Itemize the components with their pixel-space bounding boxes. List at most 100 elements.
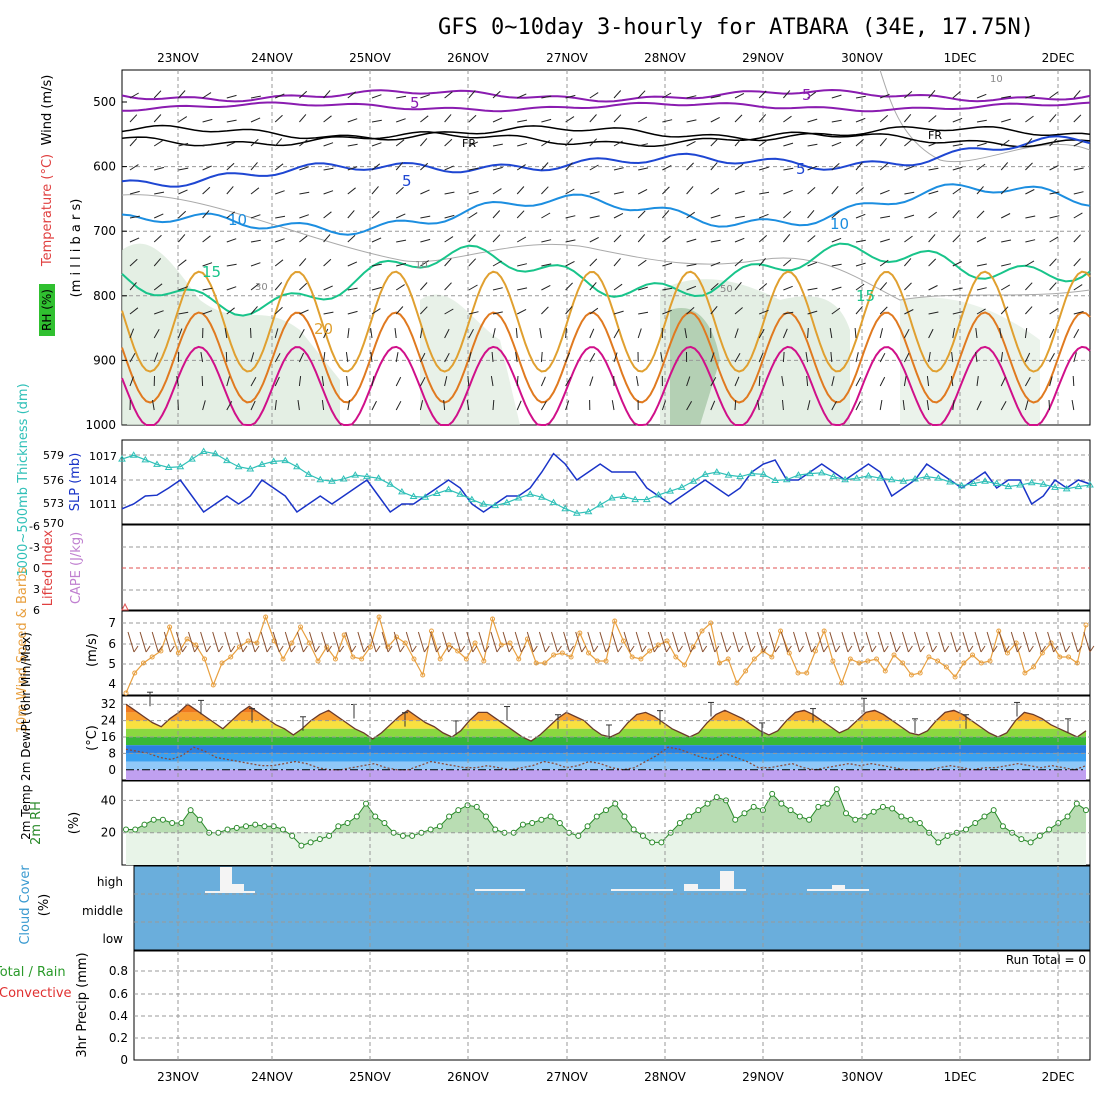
wind-barb: [395, 284, 405, 291]
cloud-level-label: low: [103, 932, 124, 946]
wind-barb: [880, 93, 890, 99]
thickness-marker: [246, 465, 255, 472]
wind-barb: [904, 113, 912, 123]
wind-barb: [1049, 308, 1059, 315]
thickness-marker: [572, 509, 581, 516]
wind-barb: [1047, 631, 1055, 653]
wind-speed-marker: [289, 640, 295, 646]
li-tick-label: -3: [29, 541, 40, 554]
precip-tick-label: 0.2: [109, 1031, 128, 1045]
wind-barb: [1065, 645, 1071, 653]
thickness-marker: [677, 483, 686, 490]
wind-barb: [976, 119, 987, 123]
wind-barb: [605, 645, 611, 653]
wind-barb: [145, 645, 151, 653]
temp-band: [126, 745, 1086, 754]
wind-barb: [226, 376, 230, 387]
wind-barb: [444, 114, 452, 123]
wind10m-axis-label: 10m Wind Speed & Barbs: [15, 567, 30, 734]
wind-barb: [129, 190, 140, 195]
wind-barb: [1073, 212, 1083, 219]
wind-barb: [371, 210, 380, 219]
rh-marker: [944, 832, 951, 839]
wind-barb: [758, 90, 767, 99]
wind-barb: [178, 286, 188, 291]
wind-speed-marker: [411, 656, 417, 662]
rh-marker: [233, 824, 240, 831]
wind-barb: [153, 114, 162, 123]
thickness-marker: [829, 472, 838, 480]
wind-barb: [351, 645, 357, 653]
wind-barb: [744, 631, 752, 653]
wind-barb: [613, 167, 624, 171]
wind-barb: [250, 95, 261, 99]
pressure-tick-label: 600: [93, 160, 116, 174]
wind-barb: [202, 118, 213, 123]
wind-barb: [492, 143, 503, 147]
thickness-tick-label: 573: [43, 497, 64, 510]
wind-barb: [153, 213, 164, 219]
wind-barb: [974, 631, 982, 653]
contour-label: 20: [314, 320, 333, 338]
wind-barb: [879, 137, 887, 147]
pressure-tick-label: 900: [93, 353, 116, 367]
wind-barb: [831, 119, 842, 123]
wind-barb: [759, 213, 769, 219]
wind-barb: [613, 212, 624, 219]
wind-barb: [611, 400, 615, 411]
cloud-cover-bar: [205, 891, 255, 893]
cloud-unit-label: (%): [37, 894, 52, 917]
wind-speed-marker: [664, 638, 670, 644]
wind-barb: [647, 631, 655, 653]
wind-barb: [540, 351, 543, 363]
wind-barb: [780, 631, 788, 653]
wind-barb: [169, 645, 175, 653]
thickness-marker: [689, 477, 698, 484]
wind-barb: [807, 187, 816, 195]
rh-marker: [935, 839, 942, 846]
wind-barb: [345, 352, 349, 363]
wind-barb: [637, 188, 648, 195]
wind-barb: [563, 631, 571, 653]
thickness-marker: [701, 470, 710, 477]
wind-barb: [817, 631, 825, 653]
run-total: Run Total = 0: [1006, 953, 1086, 967]
wind-speed-marker: [1083, 622, 1089, 628]
wind-barb: [686, 186, 694, 195]
thickness-marker: [537, 493, 546, 500]
wind-barb: [224, 328, 228, 339]
thickness-marker: [363, 472, 371, 480]
rh-marker: [741, 810, 748, 817]
wind-barb: [1059, 631, 1067, 653]
wind-barb: [1073, 114, 1082, 123]
wind-barb: [1025, 306, 1033, 315]
wind-barb: [371, 94, 382, 99]
wind-barb: [565, 377, 572, 387]
rh-marker: [1064, 813, 1071, 820]
wind-barb: [420, 189, 430, 195]
rh-marker: [1073, 800, 1080, 807]
rh-marker: [538, 816, 545, 823]
wind-barb: [226, 211, 236, 219]
wind-barb: [226, 186, 234, 195]
wind-barb: [153, 90, 162, 99]
rh-marker: [372, 813, 379, 820]
wind-speed-marker: [594, 658, 600, 664]
wind-barb: [952, 117, 963, 123]
wind-barb: [297, 400, 300, 411]
wind-barb: [950, 376, 954, 387]
contour-label: 5: [410, 94, 420, 112]
wind-barb: [1000, 162, 1009, 171]
wind-barb: [275, 215, 286, 219]
temp-line: [125, 703, 1087, 742]
date-label-top: 30NOV: [841, 51, 883, 65]
wind-barb: [889, 631, 897, 653]
rh-contour: [121, 194, 1091, 301]
thickness-marker: [129, 451, 138, 458]
thickness-marker: [153, 460, 161, 467]
wind-barb: [855, 161, 863, 171]
wind-barb: [807, 143, 818, 147]
wind-barb: [375, 645, 381, 653]
wind-barb: [363, 645, 369, 653]
wind-barb: [662, 210, 670, 219]
